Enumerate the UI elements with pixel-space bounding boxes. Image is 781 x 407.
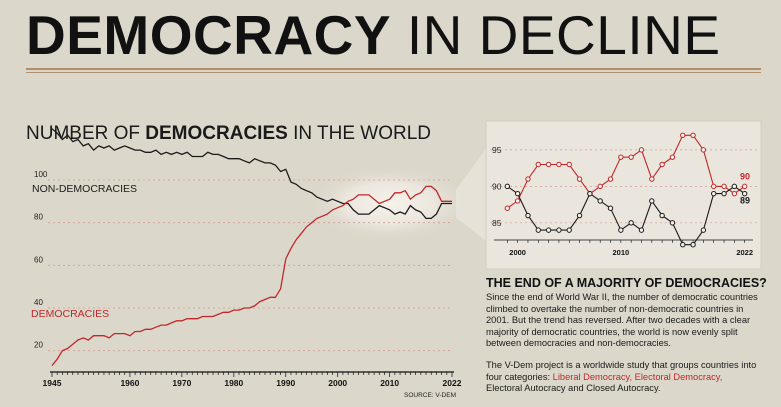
inset-democracies-point	[525, 176, 531, 182]
x-tick-label: 1990	[276, 378, 295, 388]
panel-paragraph-2: The V-Dem project is a worldwide study t…	[486, 360, 761, 395]
inset-non-democracies-point	[576, 212, 583, 219]
inset-non-democracies-point	[721, 190, 727, 197]
x-tick-label: 1980	[224, 378, 243, 388]
inset-democracies-end-label: 90	[740, 171, 750, 181]
inset-panel	[485, 120, 762, 270]
title-rule	[26, 68, 761, 70]
inset-non-democracies-point	[731, 183, 738, 190]
non-democracies-line	[51, 128, 452, 220]
subtitle-bold: DEMOCRACIES	[145, 123, 288, 144]
inset-democracies-point	[576, 176, 583, 182]
non-democracies-label: NON-DEMOCRACIES	[32, 183, 137, 195]
inset-democracies-point	[721, 183, 727, 190]
inset-democracies-point	[597, 183, 603, 190]
inset-non-democracies-point	[597, 198, 603, 204]
subtitle-post: IN THE WORLD	[287, 123, 432, 144]
y-tick-label: 100	[34, 170, 48, 179]
chart-subtitle: NUMBER OF DEMOCRACIES IN THE WORLD	[26, 123, 431, 145]
inset-non-democracies-point	[659, 212, 665, 219]
inset-non-democracies-point	[638, 227, 645, 233]
inset-democracies-point	[566, 161, 572, 168]
inset-non-democracies-point	[628, 220, 634, 226]
inset-democracies-point	[545, 161, 552, 168]
y-tick-label: 60	[34, 255, 43, 264]
y-tick-label: 40	[34, 298, 43, 307]
inset-democracies-point	[741, 183, 748, 190]
x-tick-label: 2000	[328, 378, 347, 388]
source-note: SOURCE: V-DEM	[404, 392, 456, 399]
inset-non-democracies-point	[587, 190, 593, 197]
inset-y-tick-label: 90	[492, 181, 502, 191]
inset-democracies-point	[731, 190, 738, 197]
inset-democracies-point	[638, 147, 645, 153]
inset-democracies-point	[669, 154, 676, 160]
inset-democracies-point	[504, 205, 511, 211]
inset-democracies-point	[649, 176, 655, 182]
title-rest: IN DECLINE	[391, 4, 721, 66]
x-tick-label: 1945	[43, 378, 62, 388]
inset-non-democracies-point	[566, 227, 572, 233]
inset-democracies-point	[711, 183, 717, 190]
inset-non-democracies-point	[649, 198, 655, 204]
inset-democracies-point	[514, 198, 521, 204]
x-tick-label: 2022	[443, 378, 462, 388]
inset-non-democracies-point	[669, 220, 676, 226]
para2-post: Electoral Autocracy and Closed Autocracy…	[486, 383, 661, 394]
inset-x-tick-label: 2022	[736, 248, 753, 257]
inset-non-democracies-point	[690, 242, 696, 248]
inset-x-tick-label: 2010	[612, 248, 629, 257]
inset-democracies-point	[535, 161, 541, 168]
inset-non-democracies-point	[607, 205, 614, 211]
y-tick-label: 80	[34, 213, 43, 222]
panel-body: Since the end of World War II, the numbe…	[486, 292, 761, 405]
inset-democracies-point	[556, 161, 562, 168]
democracies-line	[51, 185, 452, 367]
inset-non-democracies-point	[514, 190, 521, 197]
subtitle-pre: NUMBER OF	[26, 123, 146, 144]
inset-non-democracies-point	[545, 227, 552, 233]
inset-non-democracies-point	[700, 227, 707, 233]
inset-non-democracies-point	[556, 227, 562, 233]
para2-pre: The V-Dem project is a worldwide study t…	[486, 359, 757, 382]
democracies-label: DEMOCRACIES	[31, 308, 109, 320]
inset-democracies-point	[690, 132, 696, 138]
para2-red: Liberal Democracy, Electoral Democracy,	[552, 371, 723, 382]
page-title: DEMOCRACY IN DECLINE	[26, 2, 721, 68]
y-tick-label: 20	[34, 341, 43, 350]
inset-non-democracies-point	[618, 227, 624, 233]
inset-democracies-point	[700, 147, 707, 153]
inset-non-democracies-point	[741, 190, 748, 197]
inset-y-tick-label: 95	[492, 145, 502, 155]
inset-non-democracies-point	[535, 227, 541, 233]
inset-x-tick-label: 2000	[509, 248, 526, 257]
x-tick-label: 1960	[120, 378, 139, 388]
inset-democracies-point	[680, 132, 686, 138]
inset-non-democracies-end-label: 89	[740, 196, 750, 206]
panel-heading: THE END OF A MAJORITY OF DEMOCRACIES?	[486, 276, 767, 290]
inset-non-democracies-point	[525, 212, 531, 219]
inset-non-democracies-point	[711, 190, 717, 197]
panel-paragraph-1: Since the end of World War II, the numbe…	[486, 292, 758, 349]
inset-democracies-point	[607, 176, 614, 182]
title-bold: DEMOCRACY	[26, 4, 392, 66]
inset-non-democracies-point	[504, 183, 511, 190]
title-rule-thin	[26, 72, 761, 73]
inset-y-tick-label: 85	[492, 218, 502, 228]
inset-democracies-point	[618, 154, 624, 160]
x-tick-label: 2010	[380, 378, 399, 388]
x-tick-label: 1970	[172, 378, 191, 388]
inset-connector	[456, 149, 486, 241]
inset-democracies-point	[659, 161, 665, 168]
inset-democracies-point	[628, 154, 634, 160]
inset-non-democracies-point	[680, 242, 686, 248]
